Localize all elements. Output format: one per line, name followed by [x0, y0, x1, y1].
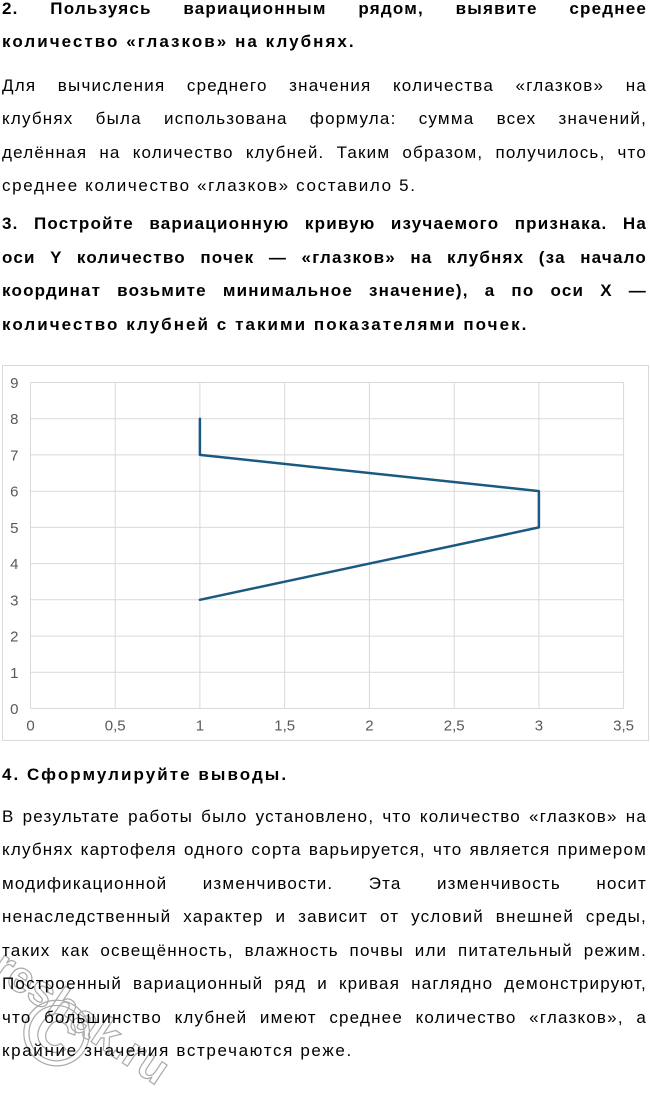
svg-text:2: 2 [10, 629, 18, 646]
svg-text:7: 7 [10, 447, 18, 464]
svg-text:4: 4 [10, 556, 18, 573]
svg-text:1: 1 [196, 718, 204, 735]
svg-text:1: 1 [10, 665, 18, 682]
svg-text:6: 6 [10, 484, 18, 501]
svg-text:9: 9 [10, 375, 18, 392]
svg-text:3,5: 3,5 [613, 718, 634, 735]
svg-text:2: 2 [365, 718, 373, 735]
svg-text:5: 5 [10, 520, 18, 537]
svg-text:3: 3 [10, 592, 18, 609]
svg-text:0,5: 0,5 [105, 718, 126, 735]
svg-text:8: 8 [10, 411, 18, 428]
svg-text:1,5: 1,5 [274, 718, 295, 735]
svg-text:0: 0 [26, 718, 34, 735]
svg-text:0: 0 [10, 701, 18, 718]
svg-text:3: 3 [535, 718, 543, 735]
svg-text:2,5: 2,5 [444, 718, 465, 735]
